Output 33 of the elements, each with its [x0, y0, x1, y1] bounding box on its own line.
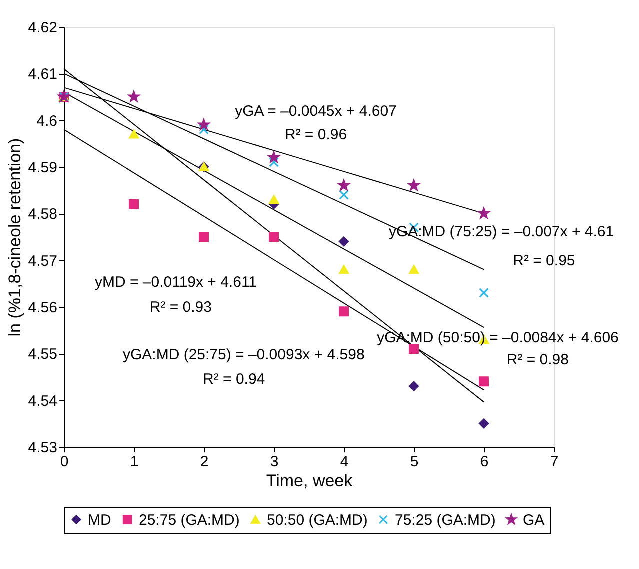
x-tick-label: 2	[200, 454, 209, 470]
annotation: yMD = –0.0119x + 4.611	[94, 274, 258, 291]
y-axis-title: ln (%1,8-cineole retention)	[5, 138, 24, 337]
y-tick-label: 4.58	[28, 206, 58, 224]
legend-label: 75:25 (GA:MD)	[395, 512, 496, 529]
x-axis-title: Time, week	[266, 472, 354, 490]
annotation: R² = 0.94	[203, 370, 266, 388]
x-tick-label: 0	[60, 454, 69, 470]
legend-label: 25:75 (GA:MD)	[139, 512, 240, 529]
y-tick-label: 4.56	[28, 300, 58, 316]
annotation: R² = 0.96	[284, 126, 348, 144]
annotation: R² = 0.98	[506, 352, 569, 369]
y-tick-label: 4.61	[28, 66, 58, 84]
x-tick-label: 4	[340, 454, 349, 470]
x-tick-label: 5	[410, 454, 419, 470]
y-tick-label: 4.55	[28, 346, 58, 364]
x-tick-label: 3	[270, 454, 279, 470]
legend-label: GA	[523, 512, 545, 529]
y-tick-label: 4.53	[28, 440, 58, 456]
legend-label: 50:50 (GA:MD)	[267, 512, 368, 529]
x-tick-label: 6	[480, 454, 489, 470]
annotation: R² = 0.93	[150, 299, 212, 316]
x-tick-label: 7	[550, 454, 559, 470]
annotation: yGA:MD (25:75) = –0.0093x + 4.598	[122, 346, 365, 364]
y-tick-label: 4.57	[28, 252, 58, 270]
legend-label: MD	[88, 512, 112, 529]
y-tick-label: 4.59	[28, 160, 58, 176]
annotation: R² = 0.95	[513, 252, 576, 270]
y-tick-label: 4.6	[36, 112, 58, 130]
annotation: yGA = –0.0045x + 4.607	[235, 103, 397, 120]
y-tick-label: 4.54	[28, 392, 58, 410]
y-tick-label: 4.62	[28, 20, 58, 36]
x-tick-label: 1	[130, 454, 139, 470]
